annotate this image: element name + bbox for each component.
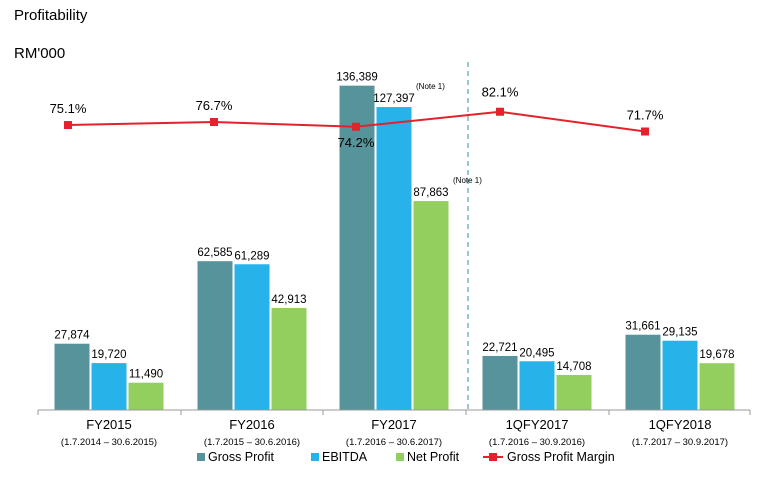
bar-net-profit [413, 201, 449, 410]
bar-value-label: 22,721 [482, 342, 517, 354]
legend-label: Net Profit [407, 450, 460, 464]
category-label: 1QFY2017 [506, 417, 569, 432]
unit-label: RM'000 [14, 45, 65, 62]
category-period-label: (1.7.2016 – 30.9.2016) [489, 437, 585, 448]
legend: Gross Profit EBITDA Net Profit Gross Profit… [197, 450, 615, 464]
bar-gross-profit [339, 85, 375, 410]
legend-label: EBITDA [322, 450, 368, 464]
bar-value-label: 27,874 [54, 330, 90, 342]
bar-value-label: 20,495 [519, 347, 554, 359]
bar-value-label: 31,661 [625, 321, 660, 333]
bar-value-label: 87,863 [413, 187, 448, 199]
bar-net-profit [128, 382, 164, 410]
note-label: (Note 1) [416, 82, 445, 91]
bar-value-label: 14,708 [556, 361, 591, 373]
legend-label: Gross Profit [208, 450, 275, 464]
margin-point [496, 107, 504, 116]
category-period-label: (1.7.2016 – 30.6.2017) [346, 437, 442, 448]
margin-line-layer: 75.1% 76.7% 74.2% 82.1% 71.7% [50, 85, 664, 150]
bar-gross-profit [54, 343, 90, 410]
bar-value-label: 19,720 [91, 349, 126, 361]
bar-value-label: 11,490 [129, 369, 163, 381]
x-axis: FY2015 (1.7.2014 – 30.6.2015) FY2016 (1.7.2… [37, 62, 751, 448]
bar-ebitda [662, 340, 698, 410]
category-period-label: (1.7.2017 – 30.9.2017) [632, 437, 728, 448]
bar-value-label: 42,913 [271, 294, 306, 306]
legend-swatch [311, 453, 319, 461]
bar-value-label: 62,585 [197, 247, 232, 259]
margin-point [210, 118, 218, 126]
category-period-label: (1.7.2015 – 30.6.2016) [204, 437, 300, 448]
bar-ebitda [519, 361, 555, 410]
margin-value-label: 82.1% [482, 85, 519, 100]
bar-value-label: 61,289 [234, 250, 269, 262]
margin-point [641, 127, 649, 136]
category-label: 1QFY2018 [649, 417, 712, 432]
legend-label: Gross Profit Margin [507, 450, 615, 464]
bars-layer: 27,874 62,585 136,389 22,721 31,661 19,720 61,… [54, 72, 735, 411]
bar-gross-profit [482, 355, 518, 410]
bar-net-profit [699, 363, 735, 410]
margin-value-label: 71.7% [627, 108, 664, 123]
bar-ebitda [234, 264, 270, 410]
margin-value-label: 76.7% [196, 98, 233, 113]
bar-value-label: 19,678 [699, 349, 734, 361]
bar-value-label: 136,389 [336, 72, 378, 84]
bar-ebitda [91, 363, 127, 410]
margin-point [352, 122, 360, 131]
category-label: FY2017 [371, 417, 417, 432]
category-label: FY2016 [229, 417, 275, 432]
bar-net-profit [271, 307, 307, 410]
category-period-label: (1.7.2014 – 30.6.2015) [61, 437, 157, 448]
bar-value-label: 127,397 [373, 93, 415, 105]
bar-net-profit [556, 375, 592, 410]
chart-title: Profitability [14, 7, 88, 24]
bar-value-label: 29,135 [662, 327, 697, 339]
bar-gross-profit [625, 334, 661, 410]
legend-swatch [197, 453, 205, 461]
margin-value-label: 75.1% [50, 101, 87, 116]
margin-point [64, 121, 72, 130]
category-label: FY2015 [86, 417, 132, 432]
bar-gross-profit [197, 261, 233, 410]
bar-ebitda [376, 107, 412, 411]
legend-swatch [396, 453, 404, 461]
margin-value-label: 74.2% [338, 135, 375, 150]
legend-marker [489, 453, 497, 461]
